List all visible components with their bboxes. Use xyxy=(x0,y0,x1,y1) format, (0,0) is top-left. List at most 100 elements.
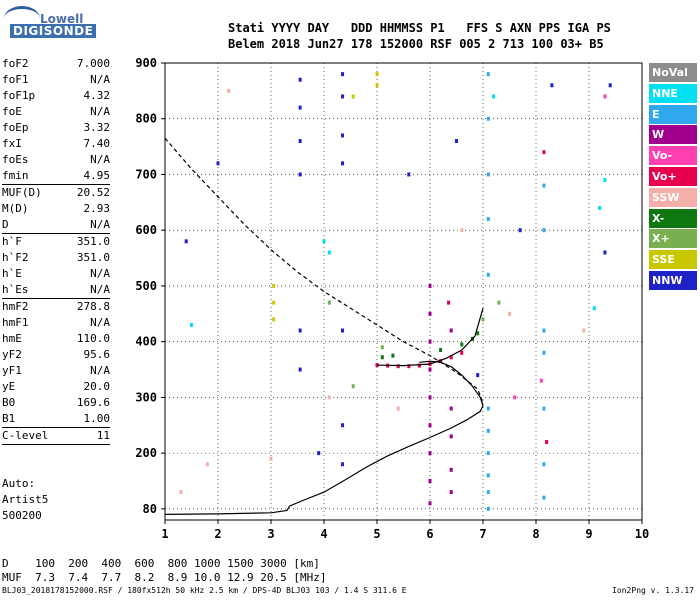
echo-point xyxy=(327,250,331,255)
param-value: 351.0 xyxy=(76,235,110,248)
auto-line3: 500200 xyxy=(2,509,42,522)
echo-point xyxy=(508,311,511,316)
legend-item-x-: X+ xyxy=(649,229,697,249)
logo-arc-icon xyxy=(4,6,40,31)
param-name: foF2 xyxy=(2,57,29,70)
param-name: hmF1 xyxy=(2,316,29,329)
echo-point xyxy=(550,83,554,88)
param-name: h`Es xyxy=(2,283,29,296)
echo-point xyxy=(351,94,355,99)
param-value: N/A xyxy=(90,73,110,86)
footer-version: Ion2Png v. 1.3.17 xyxy=(612,586,694,595)
param-value: 278.8 xyxy=(76,300,110,313)
param-row: foEp 3.32 xyxy=(2,120,110,136)
param-value: N/A xyxy=(90,267,110,280)
param-row: hmE 110.0 xyxy=(2,331,110,347)
echo-point xyxy=(592,306,596,311)
echo-point xyxy=(184,239,188,244)
param-name: foEp xyxy=(2,121,29,134)
echo-point xyxy=(449,328,453,333)
param-separator xyxy=(2,184,110,185)
param-name: foF1 xyxy=(2,73,29,86)
y-tick-label: 600 xyxy=(135,223,157,237)
echo-point xyxy=(449,490,453,495)
echo-point xyxy=(341,72,345,77)
y-tick-label: 700 xyxy=(135,167,157,181)
param-name: h`F xyxy=(2,235,22,248)
muf-table-distance-row: D 100 200 400 600 800 1000 1500 3000 [km… xyxy=(2,557,320,570)
param-separator xyxy=(2,444,110,445)
param-name: foE xyxy=(2,105,22,118)
echo-point xyxy=(492,94,496,99)
legend-item-ssw: SSW xyxy=(649,187,697,207)
y-tick-label: 300 xyxy=(135,390,157,404)
param-name: fxI xyxy=(2,137,22,150)
y-tick-label: 200 xyxy=(135,446,157,460)
param-value: 1.00 xyxy=(83,412,111,425)
echo-point xyxy=(486,272,490,277)
echo-point xyxy=(428,367,432,372)
echo-point xyxy=(375,363,379,368)
param-row: M(D) 2.93 xyxy=(2,201,110,217)
param-value: N/A xyxy=(90,218,110,231)
param-value: 3.32 xyxy=(83,121,111,134)
echo-point xyxy=(272,317,276,322)
echo-point xyxy=(298,172,302,177)
param-name: B0 xyxy=(2,396,16,409)
param-value: 169.6 xyxy=(76,396,110,409)
echo-point xyxy=(269,456,273,461)
legend-item-nne: NNE xyxy=(649,83,697,103)
echo-point xyxy=(439,359,443,364)
param-name: C-level xyxy=(2,429,49,442)
param-row: D N/A xyxy=(2,217,110,233)
param-name: fmin xyxy=(2,169,29,182)
echo-point xyxy=(439,348,443,353)
param-row: B0 169.6 xyxy=(2,395,110,411)
muf-distance-table: D 100 200 400 600 800 1000 1500 3000 [km… xyxy=(2,557,327,585)
echo-point xyxy=(542,183,546,188)
echo-point xyxy=(428,501,432,506)
x-tick-label: 9 xyxy=(585,527,592,541)
param-value: 2.93 xyxy=(83,202,111,215)
param-name: h`F2 xyxy=(2,251,29,264)
echo-point xyxy=(428,423,432,428)
echo-point xyxy=(486,428,490,433)
param-row: MUF(D) 20.52 xyxy=(2,185,110,201)
echo-point xyxy=(486,72,490,77)
param-value: N/A xyxy=(90,283,110,296)
legend-item-vo-: Vo+ xyxy=(649,166,697,186)
echo-point xyxy=(603,250,607,255)
legend-item-nnw: NNW xyxy=(649,270,697,290)
param-value: 351.0 xyxy=(76,251,110,264)
param-separator xyxy=(2,298,110,299)
param-name: hmE xyxy=(2,332,22,345)
echo-point xyxy=(322,239,326,244)
param-row: fxI 7.40 xyxy=(2,136,110,152)
echo-point xyxy=(341,423,345,428)
param-value: 4.95 xyxy=(83,169,111,182)
param-name: yE xyxy=(2,380,16,393)
echo-point xyxy=(428,339,432,344)
echo-point xyxy=(227,88,231,93)
echo-point xyxy=(428,395,432,400)
param-value: N/A xyxy=(90,316,110,329)
echo-point xyxy=(486,406,490,411)
echo-point xyxy=(428,311,432,316)
echo-point xyxy=(298,139,302,144)
param-row: yF2 95.6 xyxy=(2,347,110,363)
echo-point xyxy=(476,373,480,378)
echo-point xyxy=(486,116,490,121)
echo-point xyxy=(298,328,302,333)
y-tick-label: 900 xyxy=(135,56,157,70)
param-value: 7.000 xyxy=(76,57,110,70)
header-line2: Belem 2018 Jun27 178 152000 RSF 005 2 71… xyxy=(228,37,604,51)
param-value: 95.6 xyxy=(83,348,111,361)
echo-point xyxy=(380,355,384,360)
footer-file-info: BLJ03_2018178152000.RSF / 180fx512h 50 k… xyxy=(2,586,407,595)
param-value: N/A xyxy=(90,105,110,118)
echo-point xyxy=(407,172,411,177)
echo-point xyxy=(460,342,464,347)
echo-point xyxy=(391,353,395,358)
echo-point xyxy=(460,228,464,233)
param-value: 20.52 xyxy=(76,186,110,199)
